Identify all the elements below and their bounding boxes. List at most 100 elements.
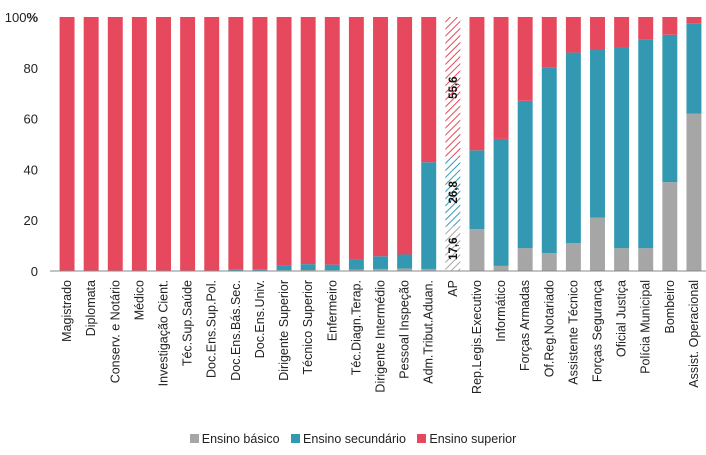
x-tick-label-tec-sup-saude: Téc.Sup.Saúde <box>181 280 195 366</box>
legend-label-superior: Ensino superior <box>429 432 517 446</box>
bar-forcas-armadas-ensino-superior <box>517 17 533 101</box>
bar-tecnico-superior-ensino-superior <box>300 17 316 265</box>
bar-of-reg-notariado-ensino-secundario <box>541 67 557 254</box>
y-axis: 0 20 40 60 80 100% <box>5 10 39 279</box>
x-tick-label-conserv-e-notario: Conserv. e Notário <box>108 280 122 383</box>
y-tick-label: 40 <box>24 162 38 177</box>
bar-oficial-justica-ensino-superior <box>614 17 630 48</box>
bar-tecnico-superior-ensino-secundario <box>300 264 316 270</box>
legend-swatch-superior <box>417 434 427 443</box>
bar-forcas-seguranca-ensino-basico <box>590 217 605 271</box>
bar-tec-sup-saude-ensino-superior <box>180 17 196 271</box>
value-label-ap-ensino-superior: 55,6 <box>448 76 460 98</box>
bar-rep-legis-executivo-ensino-basico <box>469 229 485 271</box>
bar-assist-operacional-ensino-secundario <box>686 23 702 114</box>
bar-tec-diagn-terap-ensino-superior <box>348 17 364 260</box>
x-axis-labels: Magistrado Diplomata Conserv. e Notário Méd… <box>60 280 701 394</box>
bar-adm-tribut-aduan-ensino-secundario <box>421 162 437 269</box>
bar-tec-diagn-terap-ensino-secundario <box>348 259 364 270</box>
x-tick-label-pessoal-inspecao: Pessoal Inspeção <box>398 280 412 379</box>
bar-assistente-tecnico-ensino-secundario <box>565 52 581 244</box>
bar-informatico-ensino-superior <box>493 17 509 139</box>
bar-bombeiro-ensino-basico <box>662 182 678 271</box>
bar-doc-ens-sup-pol-ensino-superior <box>204 17 220 271</box>
bar-doc-ens-univ-ensino-secundario <box>252 269 268 271</box>
bar-ap-ensino-superior <box>445 17 461 159</box>
x-tick-label-bombeiro: Bombeiro <box>663 280 677 334</box>
bar-doc-ens-univ-ensino-superior <box>252 17 268 270</box>
x-tick-label-doc-ens-bas-sec: Doc.Ens.Bás.Sec. <box>229 280 243 381</box>
x-tick-label-dirigente-intermedio: Dirigente Intermédio <box>374 280 388 393</box>
bar-oficial-justica-ensino-secundario <box>614 47 630 249</box>
bar-forcas-armadas-ensino-basico <box>517 248 533 271</box>
bar-doc-ens-bas-sec-ensino-superior <box>228 17 244 270</box>
bar-rep-legis-executivo-ensino-superior <box>469 17 485 151</box>
x-tick-label-policia-municipal: Polícia Municipal <box>639 280 653 374</box>
bar-ap-ensino-basico <box>445 226 461 271</box>
legend-item-secundario: Ensino secundário <box>291 432 406 446</box>
bar-forcas-seguranca-ensino-secundario <box>590 50 605 218</box>
y-tick-label: 0 <box>31 264 38 279</box>
value-label-ap-ensino-basico: 17,6 <box>448 237 460 259</box>
bar-dirigente-superior-ensino-secundario <box>276 265 292 271</box>
bar-policia-municipal-ensino-secundario <box>638 39 654 249</box>
bar-doc-ens-bas-sec-ensino-secundario <box>228 269 244 271</box>
y-tick-label: 20 <box>24 213 38 228</box>
bar-pessoal-inspecao-ensino-basico <box>397 268 413 271</box>
x-tick-label-informatico: Informático <box>494 280 508 342</box>
legend-item-superior: Ensino superior <box>417 432 516 446</box>
x-tick-label-assist-operacional: Assist. Operacional <box>687 280 701 388</box>
bar-policia-municipal-ensino-superior <box>638 17 654 40</box>
bar-dirigente-intermedio-ensino-secundario <box>373 256 388 269</box>
x-tick-label-enfermeiro: Enfermeiro <box>325 280 339 341</box>
bar-tecnico-superior-ensino-basico <box>300 269 316 271</box>
x-tick-label-ap: AP <box>446 280 460 297</box>
bar-dirigente-intermedio-ensino-superior <box>373 17 388 257</box>
bar-pessoal-inspecao-ensino-superior <box>397 17 413 255</box>
bar-diplomata-ensino-superior <box>83 17 99 271</box>
bar-dirigente-superior-ensino-superior <box>276 17 292 266</box>
x-tick-label-doc-ens-univ: Doc.Ens.Univ. <box>253 280 267 358</box>
x-tick-label-doc-ens-sup-pol: Doc.Ens.Sup.Pol. <box>205 280 219 378</box>
legend: Ensino básico Ensino secundário Ensino s… <box>0 432 706 446</box>
bar-assist-operacional-ensino-superior <box>686 17 702 24</box>
bar-assist-operacional-ensino-basico <box>686 113 702 272</box>
value-label-ap-ensino-secundario: 26,8 <box>448 180 460 203</box>
x-tick-label-diplomata: Diplomata <box>84 280 98 336</box>
x-tick-label-assistente-tecnico: Assistente Técnico <box>566 280 580 385</box>
bar-informatico-ensino-basico <box>493 265 509 271</box>
legend-item-basico: Ensino básico <box>189 432 280 446</box>
y-tick-label: 100% <box>5 10 39 25</box>
bar-assistente-tecnico-ensino-superior <box>565 17 581 53</box>
bar-investigacao-cient-ensino-superior <box>156 17 171 271</box>
bar-bombeiro-ensino-secundario <box>662 34 678 183</box>
x-tick-label-of-reg-notariado: Of.Reg.Notariado <box>542 280 556 377</box>
bar-conserv-e-notario-ensino-superior <box>107 17 123 271</box>
x-tick-label-medico: Médico <box>132 280 146 320</box>
bar-forcas-armadas-ensino-secundario <box>517 100 533 249</box>
x-tick-label-magistrado: Magistrado <box>60 280 74 342</box>
bar-of-reg-notariado-ensino-superior <box>541 17 557 68</box>
bar-of-reg-notariado-ensino-basico <box>541 253 557 271</box>
x-tick-label-oficial-justica: Oficial Justiça <box>615 280 629 357</box>
x-tick-label-forcas-armadas: Forças Armadas <box>518 280 532 371</box>
bar-policia-municipal-ensino-basico <box>638 248 654 271</box>
bar-enfermeiro-ensino-secundario <box>324 264 340 271</box>
x-tick-label-rep-legis-executivo: Rep.Legis.Executivo <box>470 280 484 394</box>
x-tick-label-investigacao-cient: Investigação Cient. <box>157 280 171 386</box>
value-labels: 17,6 26,8 55,6 <box>448 76 460 259</box>
x-tick-label-dirigente-superior: Dirigente Superior <box>277 280 291 381</box>
x-tick-label-tec-diagn-terap: Téc.Diagn.Terap. <box>349 280 363 375</box>
bar-ap-ensino-secundario <box>445 158 461 227</box>
bar-oficial-justica-ensino-basico <box>614 248 630 271</box>
bar-medico-ensino-superior <box>131 17 147 271</box>
bar-assistente-tecnico-ensino-basico <box>565 243 581 271</box>
legend-swatch-basico <box>189 434 199 443</box>
y-tick-label: 60 <box>24 112 38 127</box>
x-tick-label-forcas-seguranca: Forças Segurança <box>591 280 605 382</box>
bar-magistrado-ensino-superior <box>59 17 75 271</box>
x-tick-label-adm-tribut-aduan: Adm.Tribut.Aduan. <box>422 280 436 384</box>
bar-enfermeiro-ensino-superior <box>324 17 340 265</box>
y-tick-label: 80 <box>24 61 38 76</box>
